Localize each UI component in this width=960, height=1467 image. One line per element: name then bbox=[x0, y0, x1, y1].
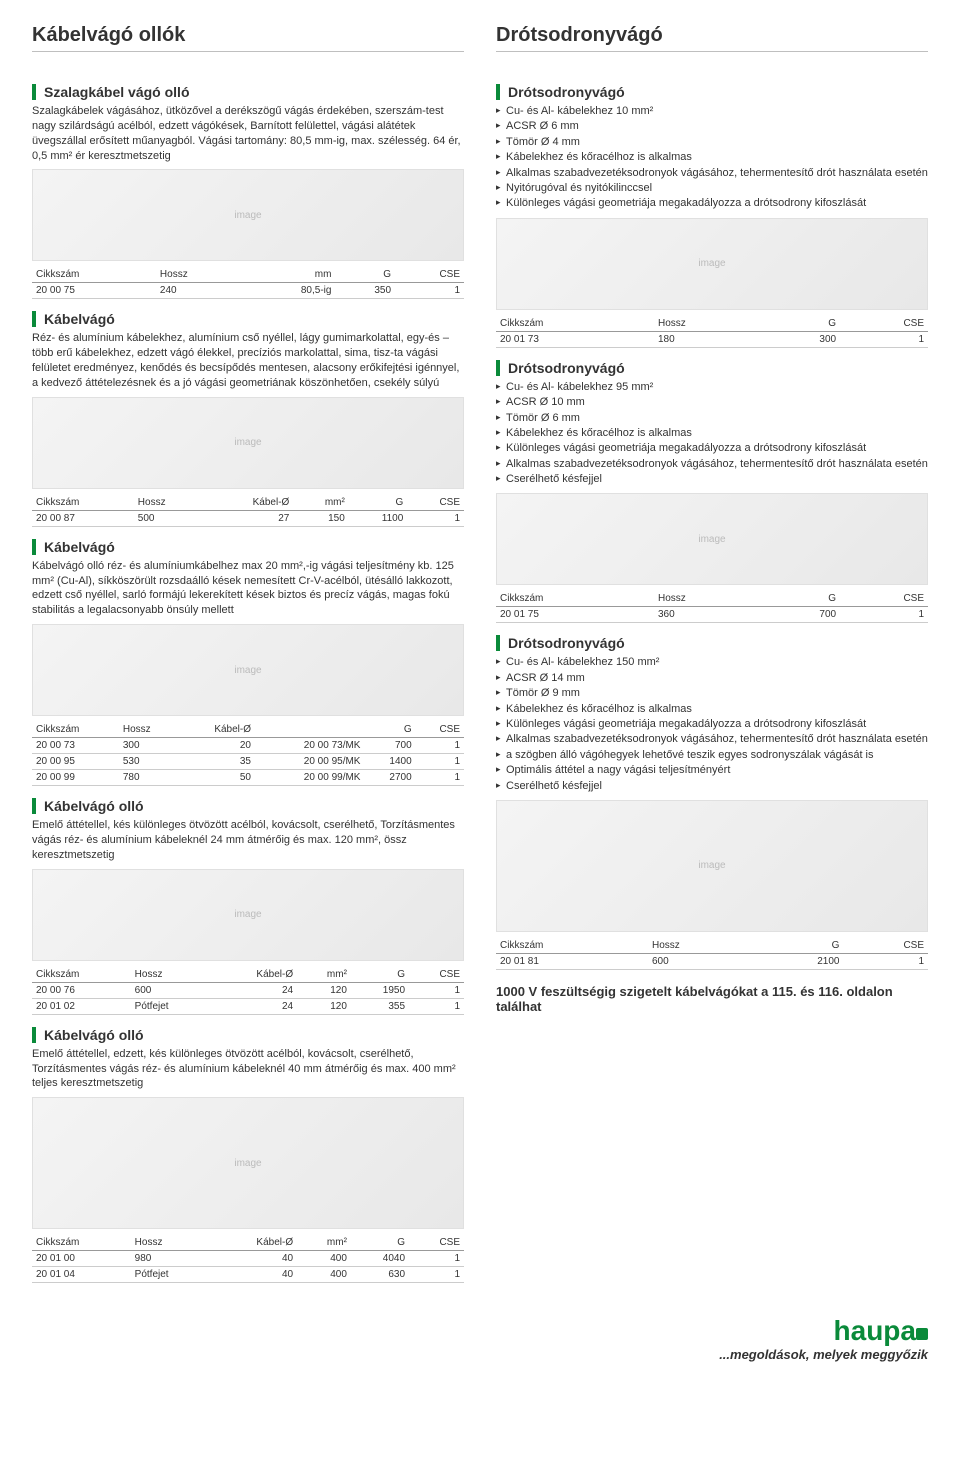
product-table: CikkszámHosszKábel-ØGCSE20 00 733002020 … bbox=[32, 722, 464, 786]
product-image: image bbox=[32, 169, 464, 261]
product-image: image bbox=[496, 800, 928, 932]
spec-item: a szögben álló vágóhegyek lehetővé teszi… bbox=[496, 748, 928, 763]
product-table: CikkszámHosszmmGCSE20 00 7524080,5-ig350… bbox=[32, 267, 464, 299]
section-heading: Drótsodronyvágó bbox=[496, 360, 928, 376]
product-table: CikkszámHosszKábel-Ømm²GCSE20 00 7660024… bbox=[32, 967, 464, 1015]
spec-list: Cu- és Al- kábelekhez 150 mm²ACSR Ø 14 m… bbox=[496, 655, 928, 794]
spec-item: Kábelekhez és kőracélhoz is alkalmas bbox=[496, 702, 928, 717]
spec-item: Cu- és Al- kábelekhez 150 mm² bbox=[496, 655, 928, 670]
tagline: ...megoldások, melyek meggyőzik bbox=[719, 1347, 928, 1362]
section-heading: Drótsodronyvágó bbox=[496, 84, 928, 100]
section-desc: Szalagkábelek vágásához, ütközővel a der… bbox=[32, 104, 464, 163]
brand-dot-icon bbox=[916, 1328, 928, 1340]
section-heading: Kábelvágó bbox=[32, 539, 464, 555]
spec-item: Alkalmas szabadvezetéksodronyok vágásáho… bbox=[496, 457, 928, 472]
spec-item: Alkalmas szabadvezetéksodronyok vágásáho… bbox=[496, 732, 928, 747]
spec-item: Cu- és Al- kábelekhez 95 mm² bbox=[496, 380, 928, 395]
product-image: image bbox=[32, 1097, 464, 1229]
spec-item: ACSR Ø 6 mm bbox=[496, 119, 928, 134]
product-image: image bbox=[496, 218, 928, 310]
product-image: image bbox=[32, 869, 464, 961]
product-image: image bbox=[496, 493, 928, 585]
product-table: CikkszámHosszGCSE20 01 8160021001 bbox=[496, 938, 928, 970]
spec-item: Tömör Ø 9 mm bbox=[496, 686, 928, 701]
brand-logo: haupa bbox=[719, 1315, 928, 1347]
section-desc: Kábelvágó olló réz- és alumíniumkábelhez… bbox=[32, 559, 464, 618]
page-title-left: Kábelvágó ollók bbox=[32, 24, 464, 52]
spec-item: Különleges vágási geometriája megakadály… bbox=[496, 717, 928, 732]
cross-ref-note: 1000 V feszültségig szigetelt kábelvágók… bbox=[496, 984, 928, 1014]
spec-item: ACSR Ø 10 mm bbox=[496, 395, 928, 410]
spec-item: Optimális áttétel a nagy vágási teljesít… bbox=[496, 763, 928, 778]
spec-item: Alkalmas szabadvezetéksodronyok vágásáho… bbox=[496, 166, 928, 181]
section-desc: Réz- és alumínium kábelekhez, alumínium … bbox=[32, 331, 464, 390]
page-title-right: Drótsodronyvágó bbox=[496, 24, 928, 52]
spec-item: ACSR Ø 14 mm bbox=[496, 671, 928, 686]
spec-item: Cserélhető késfejjel bbox=[496, 472, 928, 487]
section-heading: Kábelvágó bbox=[32, 311, 464, 327]
section-heading: Szalagkábel vágó olló bbox=[32, 84, 464, 100]
product-table: CikkszámHosszGCSE20 01 753607001 bbox=[496, 591, 928, 623]
product-table: CikkszámHosszKábel-Ømm²GCSE20 01 0098040… bbox=[32, 1235, 464, 1283]
spec-list: Cu- és Al- kábelekhez 95 mm²ACSR Ø 10 mm… bbox=[496, 380, 928, 488]
spec-list: Cu- és Al- kábelekhez 10 mm²ACSR Ø 6 mmT… bbox=[496, 104, 928, 212]
spec-item: Különleges vágási geometriája megakadály… bbox=[496, 196, 928, 211]
spec-item: Tömör Ø 6 mm bbox=[496, 411, 928, 426]
section-heading: Kábelvágó olló bbox=[32, 1027, 464, 1043]
product-table: CikkszámHosszGCSE20 01 731803001 bbox=[496, 316, 928, 348]
spec-item: Tömör Ø 4 mm bbox=[496, 135, 928, 150]
product-image: image bbox=[32, 624, 464, 716]
section-desc: Emelő áttétellel, edzett, kés különleges… bbox=[32, 1047, 464, 1092]
section-heading: Kábelvágó olló bbox=[32, 798, 464, 814]
spec-item: Cu- és Al- kábelekhez 10 mm² bbox=[496, 104, 928, 119]
product-image: image bbox=[32, 397, 464, 489]
spec-item: Nyitórugóval és nyitókilinccsel bbox=[496, 181, 928, 196]
section-heading: Drótsodronyvágó bbox=[496, 635, 928, 651]
product-table: CikkszámHosszKábel-Ømm²GCSE20 00 8750027… bbox=[32, 495, 464, 527]
spec-item: Cserélhető késfejjel bbox=[496, 779, 928, 794]
section-desc: Emelő áttétellel, kés különleges ötvözöt… bbox=[32, 818, 464, 863]
spec-item: Különleges vágási geometriája megakadály… bbox=[496, 441, 928, 456]
spec-item: Kábelekhez és kőracélhoz is alkalmas bbox=[496, 426, 928, 441]
spec-item: Kábelekhez és kőracélhoz is alkalmas bbox=[496, 150, 928, 165]
